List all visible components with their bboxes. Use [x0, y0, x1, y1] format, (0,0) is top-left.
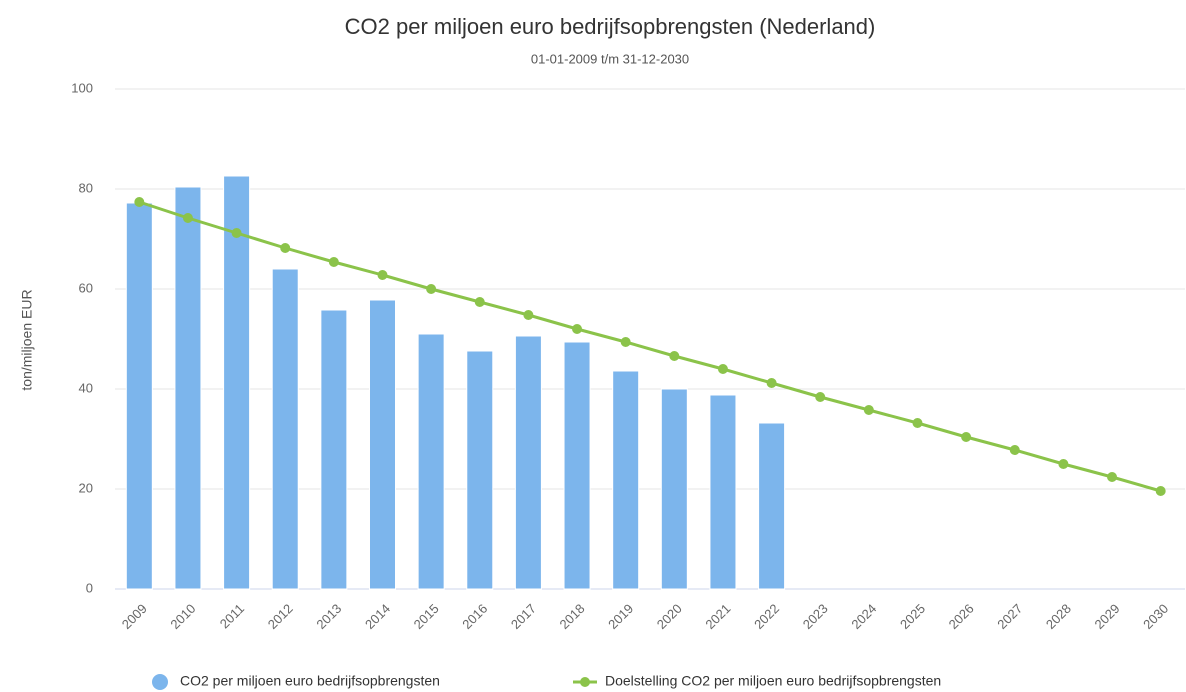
y-tick-label: 0 — [86, 580, 93, 595]
line-marker — [1009, 445, 1020, 455]
x-tick-label: 2021 — [702, 601, 733, 632]
bar — [660, 388, 688, 590]
line-marker — [280, 243, 291, 253]
x-tick-label: 2019 — [605, 601, 636, 632]
line-marker — [1155, 486, 1166, 496]
bar — [271, 268, 299, 590]
line-marker — [961, 432, 972, 442]
x-tick-label: 2029 — [1092, 601, 1123, 632]
y-tick-label: 80 — [79, 180, 93, 195]
x-tick-label: 2028 — [1043, 601, 1074, 632]
x-tick-label: 2009 — [119, 601, 150, 632]
x-tick-label: 2012 — [265, 601, 296, 632]
line — [138, 200, 1162, 493]
line-marker — [1107, 472, 1118, 482]
x-tick-label: 2017 — [508, 601, 539, 632]
bar — [466, 350, 494, 590]
line-marker — [523, 310, 534, 320]
x-tick-label: 2015 — [411, 601, 442, 632]
bar — [223, 175, 251, 590]
x-tick-label: 2026 — [946, 601, 977, 632]
line-marker — [182, 213, 193, 223]
line-marker — [766, 378, 777, 388]
bar — [514, 335, 542, 590]
bar — [369, 299, 396, 590]
chart-title: CO2 per miljoen euro bedrijfsopbrengsten… — [345, 14, 876, 39]
x-tick-label: 2018 — [557, 601, 588, 632]
x-tick-label: 2023 — [800, 601, 831, 632]
x-tick-label: 2011 — [217, 601, 247, 631]
line-marker — [620, 337, 631, 347]
x-tick-label: 2013 — [313, 601, 344, 632]
x-tick-label: 2025 — [897, 601, 928, 632]
line-marker — [1058, 459, 1069, 469]
line-marker — [134, 197, 145, 207]
line-marker — [231, 228, 242, 238]
x-tick-label: 2014 — [362, 601, 393, 632]
x-tick-label: 2020 — [654, 601, 685, 632]
x-tick-label: 2024 — [848, 601, 879, 632]
legend-symbol — [580, 677, 590, 687]
line-marker — [572, 324, 583, 334]
line-marker — [328, 257, 339, 267]
chart-subtitle: 01-01-2009 t/m 31-12-2030 — [531, 51, 689, 66]
y-axis-label: ton/miljoen EUR — [19, 289, 35, 390]
bar — [320, 309, 348, 590]
x-tick-label: 2016 — [459, 601, 490, 632]
line-marker — [815, 392, 826, 402]
line-marker — [863, 405, 874, 415]
bar — [758, 422, 786, 590]
legend-symbol — [152, 674, 168, 690]
line-marker — [426, 284, 437, 294]
line-marker — [474, 297, 485, 307]
legend-label: Doelstelling CO2 per miljoen euro bedrij… — [605, 673, 941, 689]
y-tick-label: 40 — [79, 380, 93, 395]
line-marker — [717, 364, 728, 374]
line-marker — [377, 270, 388, 280]
line-marker — [912, 418, 923, 428]
line-marker — [669, 351, 680, 361]
x-tick-label: 2010 — [167, 601, 198, 632]
y-tick-label: 20 — [79, 480, 93, 495]
x-tick-label: 2030 — [1140, 601, 1171, 632]
bar — [563, 341, 591, 590]
x-tick-label: 2022 — [751, 601, 782, 632]
bar — [174, 186, 202, 590]
bar — [417, 333, 445, 590]
y-tick-label: 60 — [79, 280, 93, 295]
bar — [125, 202, 153, 590]
bar — [709, 394, 737, 590]
bar — [612, 370, 640, 590]
legend-label: CO2 per miljoen euro bedrijfsopbrengsten — [180, 673, 440, 689]
x-tick-label: 2027 — [994, 601, 1025, 632]
y-tick-label: 100 — [71, 80, 93, 95]
